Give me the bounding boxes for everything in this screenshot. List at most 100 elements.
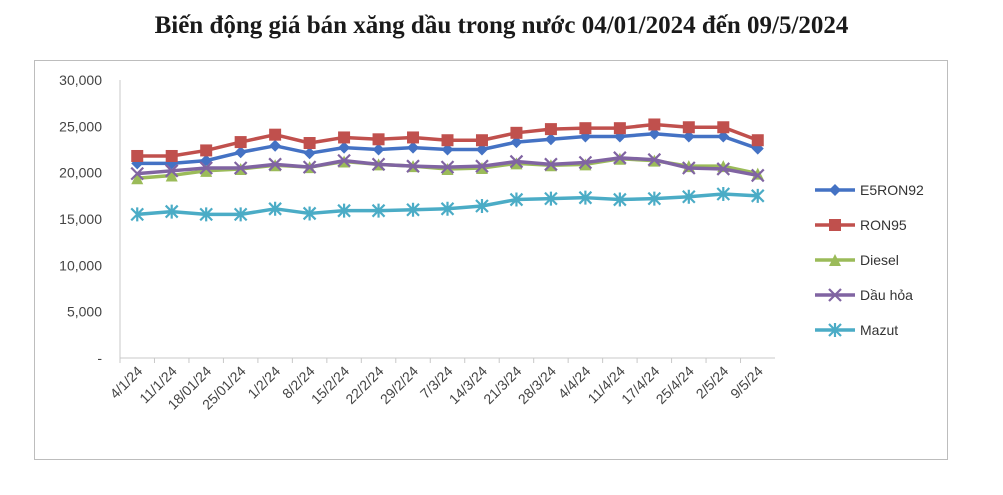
data-point (441, 134, 454, 147)
chart-title: Biến động giá bán xăng dầu trong nước 04… (154, 12, 849, 39)
data-point (131, 149, 144, 162)
data-point (716, 162, 731, 176)
data-point (337, 203, 351, 218)
data-point (440, 160, 455, 174)
y-tick-label: 5,000 (67, 304, 102, 320)
data-point (579, 122, 592, 135)
data-point (269, 139, 282, 152)
data-point (647, 191, 662, 206)
data-point (234, 136, 247, 149)
data-point (441, 162, 454, 175)
legend-label: Dầu hỏa (860, 287, 913, 303)
data-point (165, 169, 178, 182)
data-point (302, 206, 317, 221)
data-point (200, 164, 213, 177)
data-point (164, 164, 179, 178)
data-point (682, 161, 696, 175)
data-point (509, 192, 524, 207)
legend-label: Diesel (860, 252, 899, 268)
data-point (717, 130, 730, 143)
y-tick-label: 20,000 (59, 165, 102, 181)
data-point (750, 188, 765, 203)
legend-marker (829, 184, 841, 196)
data-point (510, 157, 523, 170)
x-tick-label: 25/4/24 (653, 363, 697, 407)
x-tick-label: 1/2/24 (244, 363, 283, 402)
data-point (165, 149, 178, 162)
chart-frame (34, 60, 948, 460)
data-point (303, 137, 316, 150)
y-tick-label: - (97, 350, 102, 366)
y-tick-label: 10,000 (59, 257, 102, 273)
data-point (199, 207, 213, 222)
y-tick-label: 30,000 (59, 72, 102, 88)
data-point (682, 121, 695, 134)
data-point (441, 143, 454, 156)
data-point (544, 191, 558, 206)
data-point (613, 122, 626, 135)
data-point (371, 157, 386, 172)
data-point (544, 157, 558, 172)
data-point (303, 147, 316, 160)
data-point (716, 186, 731, 201)
data-point (544, 123, 557, 136)
data-point (268, 201, 282, 216)
data-point (440, 201, 455, 216)
data-point (544, 133, 557, 146)
data-point (233, 207, 248, 222)
data-point (406, 159, 420, 173)
x-tick-label: 2/5/24 (693, 363, 732, 402)
data-point (199, 161, 213, 175)
data-point (372, 133, 385, 146)
data-point (338, 131, 351, 144)
data-point (579, 158, 592, 171)
data-point (647, 152, 662, 167)
y-tick-label: 25,000 (59, 118, 102, 134)
data-point (130, 207, 145, 222)
data-point (475, 162, 488, 175)
y-tick-label: 15,000 (59, 211, 102, 227)
data-point (269, 128, 282, 141)
data-point (613, 192, 627, 207)
data-point (682, 189, 696, 204)
data-point (338, 141, 351, 154)
x-tick-label: 28/3/24 (515, 363, 559, 407)
x-tick-label: 9/5/24 (727, 363, 766, 402)
data-point (578, 155, 593, 170)
data-point (509, 154, 524, 169)
legend-label: E5RON92 (860, 182, 924, 198)
data-point (510, 136, 523, 149)
data-point (751, 134, 764, 147)
data-point (475, 159, 489, 173)
data-point (682, 130, 695, 143)
legend-marker (828, 323, 842, 337)
x-tick-label: 29/2/24 (377, 363, 421, 407)
legend-label: RON95 (860, 217, 907, 233)
data-point (200, 144, 213, 157)
data-point (337, 153, 351, 168)
data-point (407, 131, 420, 144)
data-point (406, 202, 420, 217)
data-point (131, 172, 144, 185)
data-point (234, 146, 247, 159)
legend-marker (829, 254, 841, 266)
data-point (233, 161, 248, 175)
legend-label: Mazut (860, 322, 898, 338)
data-point (475, 143, 488, 156)
data-point (717, 121, 730, 134)
data-point (475, 134, 488, 147)
data-point (302, 160, 317, 174)
data-point (371, 203, 386, 218)
legend-marker (828, 288, 842, 302)
data-point (613, 151, 627, 165)
data-point (648, 127, 661, 140)
data-point (750, 168, 765, 183)
data-point (372, 143, 385, 156)
data-point (130, 166, 145, 181)
legend-marker (829, 219, 841, 231)
data-point (578, 190, 593, 205)
data-point (510, 126, 523, 139)
data-point (407, 141, 420, 154)
data-point (648, 118, 661, 131)
